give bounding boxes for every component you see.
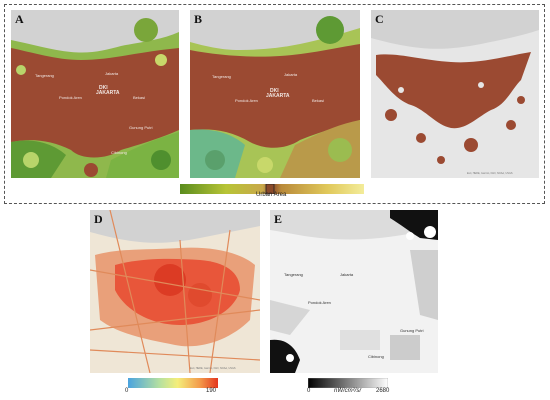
panel-c-label: C (375, 12, 384, 26)
panel-d-label: D (94, 212, 103, 226)
panel-a-map: A Tangerang Jakarta DKI JAKARTA Pondok A… (11, 10, 179, 178)
label-jakarta-b: Jakarta (284, 72, 298, 77)
landcover-legend-label: Urban Area (256, 192, 287, 198)
label-gunung-putri-e: Gunung Putri (400, 328, 424, 333)
label-dki-b: DKI (270, 88, 279, 94)
lst-legend-min: 0 (125, 388, 129, 394)
label-dki-jakarta-b: JAKARTA (266, 93, 290, 99)
ntl-legend-unit: nW/cm²/sr (334, 388, 362, 394)
top-row-frame (4, 4, 545, 204)
panel-d-map: D Esri, HERE, Garmin, FAO, NOAA, USGS (90, 210, 260, 373)
label-tangerang-b: Tangerang (212, 74, 231, 79)
panel-a-label: A (15, 12, 24, 26)
label-gunung-putri: Gunung Putri (129, 125, 153, 130)
lst-legend-max: 190 (206, 388, 217, 394)
panel-c-map: C Esri, HERE, Garmin, FAO, NOAA, USGS (371, 10, 539, 178)
label-pondok-aren: Pondok Aren (59, 95, 82, 100)
ntl-legend-max: 2680 (376, 388, 390, 394)
label-jakarta-e: Jakarta (340, 272, 354, 277)
ntl-legend-min: 0 (307, 388, 311, 394)
panel-d-credit: Esri, HERE, Garmin, FAO, NOAA, USGS (190, 367, 236, 370)
lst-legend (128, 375, 218, 388)
label-cibinong: Cibinong (111, 150, 127, 155)
panel-c-credit: Esri, HERE, Garmin, FAO, NOAA, USGS (467, 172, 513, 175)
landcover-legend (180, 181, 364, 195)
label-pondok-aren-e: Pondok Aren (308, 300, 331, 305)
label-tangerang-e: Tangerang (284, 272, 303, 277)
label-tangerang: Tangerang (35, 73, 54, 78)
panel-e-map: E Tangerang Jakarta Pondok Aren Gunung P… (270, 210, 438, 373)
label-dki: DKI (99, 85, 108, 91)
label-jakarta: Jakarta (105, 71, 119, 76)
panel-b-map: B Tangerang Jakarta DKI JAKARTA Pondok A… (190, 10, 360, 178)
label-dki-jakarta: JAKARTA (96, 90, 120, 96)
label-bekasi-b: Bekasi (312, 98, 325, 103)
label-bekasi: Bekasi (133, 95, 146, 100)
ntl-legend (307, 375, 389, 389)
label-pondok-aren-b: Pondok Aren (235, 98, 258, 103)
panel-e-label: E (274, 212, 283, 226)
panel-b-label: B (194, 12, 203, 26)
label-cibinong-e: Cibinong (368, 354, 384, 359)
